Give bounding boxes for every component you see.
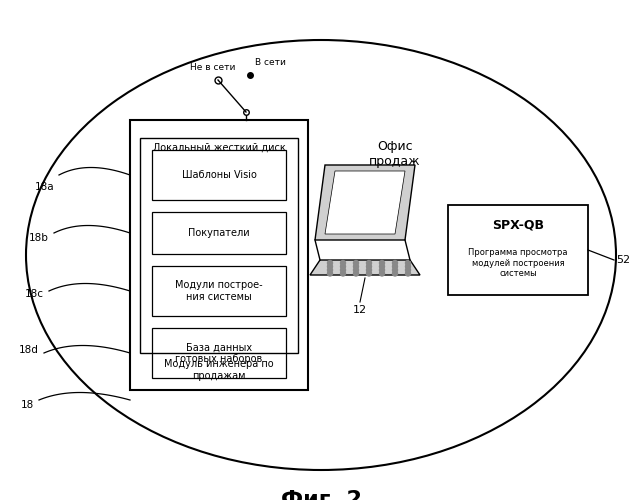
Bar [152, 328, 286, 378]
Text: База данных
готовых наборов: База данных готовых наборов [176, 342, 262, 364]
Circle shape [354, 260, 359, 266]
Circle shape [327, 260, 332, 266]
Circle shape [392, 271, 397, 276]
Circle shape [392, 264, 397, 269]
Circle shape [367, 264, 372, 269]
Bar [448, 205, 588, 295]
Text: 18d: 18d [19, 345, 39, 355]
Circle shape [379, 260, 385, 266]
Circle shape [341, 260, 345, 266]
Circle shape [327, 271, 332, 276]
Circle shape [367, 260, 372, 266]
Circle shape [354, 264, 359, 269]
Circle shape [406, 268, 410, 272]
Text: 18a: 18a [34, 182, 54, 192]
Circle shape [406, 260, 410, 266]
Circle shape [367, 268, 372, 272]
Text: Модуль инженера по
продажам: Модуль инженера по продажам [164, 359, 274, 381]
Circle shape [341, 271, 345, 276]
Circle shape [327, 268, 332, 272]
Circle shape [392, 260, 397, 266]
Text: Шаблоны Visio: Шаблоны Visio [181, 170, 257, 180]
Text: SPX-QB: SPX-QB [492, 218, 544, 232]
Text: Покупатели: Покупатели [188, 228, 250, 238]
Circle shape [341, 264, 345, 269]
Text: 18: 18 [21, 400, 34, 410]
Polygon shape [315, 165, 415, 240]
Circle shape [367, 271, 372, 276]
Bar [152, 212, 286, 254]
Text: Модули построе-
ния системы: Модули построе- ния системы [175, 280, 263, 302]
Text: 18b: 18b [29, 233, 49, 243]
Text: Фиг. 2: Фиг. 2 [280, 490, 361, 500]
Circle shape [392, 268, 397, 272]
Circle shape [379, 268, 385, 272]
Text: 52: 52 [616, 255, 630, 265]
Text: Офис
продаж: Офис продаж [369, 140, 421, 168]
Text: Локальный жесткий диск: Локальный жесткий диск [152, 143, 285, 153]
Polygon shape [325, 171, 405, 234]
Circle shape [354, 271, 359, 276]
Text: 12: 12 [353, 305, 367, 315]
Bar [140, 138, 298, 353]
Text: Не в сети: Не в сети [190, 63, 236, 72]
Text: Программа просмотра
модулей построения
системы: Программа просмотра модулей построения с… [468, 248, 568, 278]
Circle shape [341, 268, 345, 272]
Bar [130, 120, 308, 390]
Circle shape [327, 264, 332, 269]
Polygon shape [310, 260, 420, 275]
Circle shape [406, 271, 410, 276]
Circle shape [354, 268, 359, 272]
Text: 18c: 18c [25, 289, 44, 299]
Circle shape [379, 271, 385, 276]
Circle shape [379, 264, 385, 269]
Text: В сети: В сети [255, 58, 285, 67]
Bar [152, 266, 286, 316]
Circle shape [406, 264, 410, 269]
Bar [152, 150, 286, 200]
